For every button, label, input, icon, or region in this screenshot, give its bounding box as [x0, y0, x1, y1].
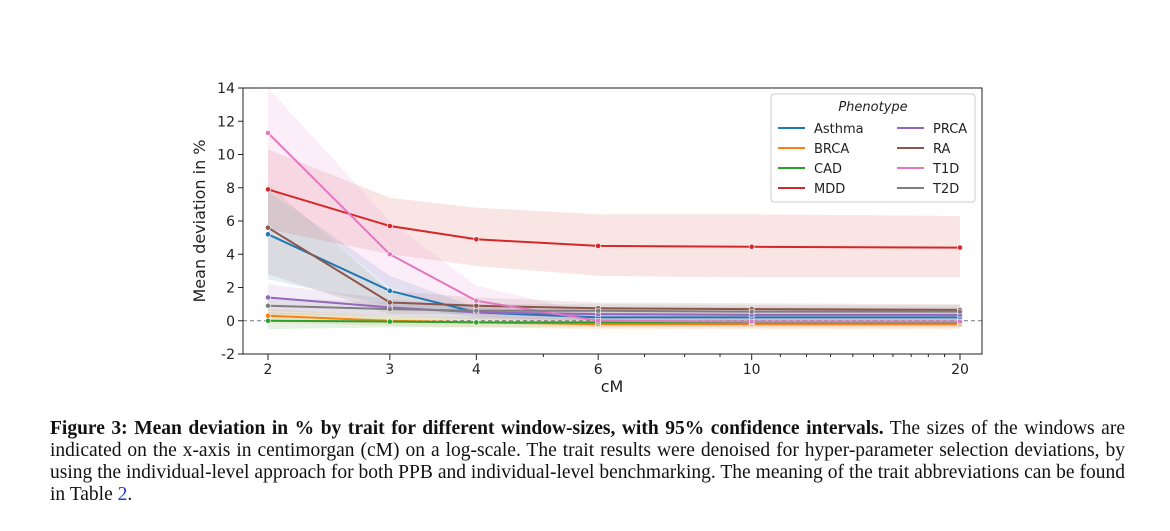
series-line-prca	[267, 296, 960, 316]
series-line-t2d	[267, 304, 960, 313]
data-point-t1d	[748, 318, 755, 325]
x-axis-label: cM	[601, 377, 624, 396]
data-point-t1d	[957, 318, 963, 325]
series-line-mdd	[267, 188, 961, 249]
y-tick-label: 0	[226, 314, 235, 330]
legend-label-prca: PRCA	[933, 122, 967, 137]
x-tick-label: 2	[264, 362, 273, 378]
data-point-t1d	[595, 317, 602, 324]
x-axis: 2 3 4 6 10 20	[264, 354, 969, 378]
legend-label-t2d: T2D	[932, 182, 959, 197]
data-point-mdd	[595, 243, 602, 249]
series-line-ra	[267, 226, 961, 311]
legend-label-ra: RA	[933, 142, 951, 157]
ci-band-mdd	[268, 149, 960, 278]
x-tick-label: 20	[951, 362, 969, 378]
data-point-t2d	[957, 308, 963, 315]
data-point-t2d	[748, 308, 755, 315]
series-line-asthma	[267, 233, 960, 319]
data-point-ra	[265, 224, 271, 231]
y-axis: -2 0 2 4 6 8 10 12 14	[217, 81, 243, 363]
x-tick-label: 3	[385, 362, 394, 378]
figure-caption: Figure 3: Mean deviation in % by trait f…	[50, 418, 1125, 506]
legend: Phenotype Asthma BRCA CAD MDD PRCA RA T1D T2D	[770, 93, 976, 203]
series-lines	[265, 129, 963, 327]
caption-end: .	[127, 484, 133, 505]
data-point-ra	[386, 299, 393, 306]
data-point-cad	[386, 318, 393, 325]
data-point-asthma	[265, 231, 271, 238]
y-tick-label: 10	[217, 148, 235, 164]
x-tick-label: 4	[472, 362, 481, 378]
data-point-t2d	[595, 307, 602, 314]
legend-label-t1d: T1D	[932, 162, 959, 177]
y-tick-label: 2	[226, 281, 235, 297]
x-tick-label: 6	[594, 362, 603, 378]
y-tick-label: 12	[217, 114, 235, 130]
y-tick-label: 14	[217, 81, 235, 97]
y-tick-label: -2	[221, 347, 235, 363]
data-point-cad	[265, 317, 271, 324]
y-tick-label: 8	[226, 181, 235, 197]
legend-label-asthma: Asthma	[814, 122, 864, 137]
legend-box	[770, 93, 976, 203]
y-tick-label: 6	[226, 214, 235, 230]
data-point-cad	[473, 319, 480, 326]
data-point-t2d	[386, 306, 393, 313]
data-point-mdd	[748, 243, 755, 250]
x-tick-label: 10	[743, 362, 761, 378]
data-point-t1d	[473, 297, 480, 304]
data-point-mdd	[265, 186, 271, 193]
data-point-mdd	[957, 244, 963, 251]
data-point-asthma	[386, 287, 393, 294]
caption-title: Figure 3: Mean deviation in % by trait f…	[50, 418, 884, 439]
data-point-mdd	[473, 236, 480, 243]
data-point-prca	[265, 294, 271, 301]
data-point-ra	[473, 302, 480, 309]
ci-band-t1d	[268, 88, 960, 328]
legend-label-cad: CAD	[814, 162, 842, 177]
data-point-t2d	[265, 302, 271, 309]
data-point-t1d	[386, 251, 393, 258]
legend-label-brca: BRCA	[814, 142, 849, 157]
legend-label-mdd: MDD	[814, 182, 845, 197]
line-chart: -2 0 2 4 6 8 10 12 14 2 3 4 6 10 20 Mean deviation in…	[190, 81, 983, 396]
data-point-t1d	[265, 129, 271, 136]
y-axis-label: Mean deviation in %	[190, 139, 209, 302]
caption-body: The sizes of the windows are indicated o…	[50, 418, 1125, 505]
table-reference-link[interactable]: 2	[117, 484, 128, 505]
data-point-brca	[265, 312, 271, 319]
legend-title: Phenotype	[838, 100, 907, 115]
data-point-mdd	[386, 223, 393, 229]
data-point-t2d	[473, 307, 480, 314]
y-tick-label: 4	[226, 247, 235, 263]
